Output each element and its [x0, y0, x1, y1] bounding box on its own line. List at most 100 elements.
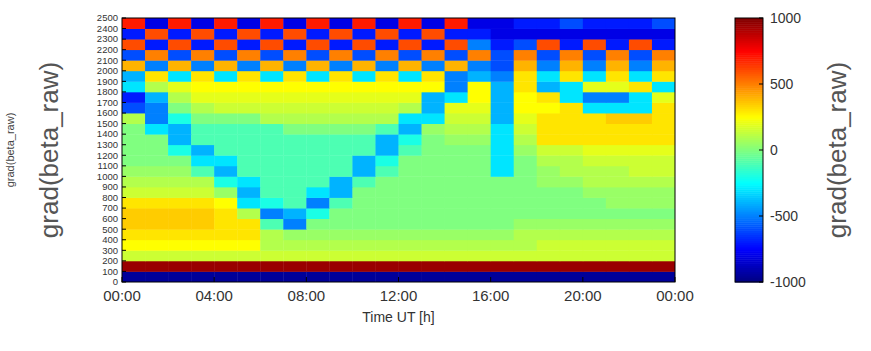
heatmap-cell: [329, 219, 352, 230]
heatmap-cell: [122, 187, 145, 198]
heatmap-cell: [168, 219, 191, 230]
heatmap-cell: [237, 71, 260, 82]
heatmap-cell: [606, 124, 629, 135]
heatmap-cell: [583, 102, 606, 113]
heatmap-cell: [145, 155, 168, 166]
colorbar-tick-label: 0: [770, 142, 778, 158]
x-tick: [214, 277, 215, 282]
heatmap-cell: [168, 102, 191, 113]
heatmap-cell: [468, 198, 491, 209]
heatmap-cell: [537, 271, 560, 282]
plot-frame: [122, 18, 675, 282]
heatmap-cell: [306, 155, 329, 166]
heatmap-cell: [606, 18, 629, 29]
y-tick: [122, 123, 126, 124]
y-tick-label: 1600: [97, 107, 118, 118]
heatmap-cell: [629, 208, 652, 219]
heatmap-cell: [445, 113, 468, 124]
heatmap-cell: [422, 102, 445, 113]
heatmap-cell: [399, 71, 422, 82]
heatmap-cell: [191, 176, 214, 187]
heatmap-cell: [468, 155, 491, 166]
heatmap-cell: [445, 145, 468, 156]
heatmap-cell: [422, 134, 445, 145]
heatmap-cell: [145, 250, 168, 261]
heatmap-cell: [537, 187, 560, 198]
y-tick-label: 1300: [97, 139, 118, 150]
heatmap-cell: [329, 145, 352, 156]
heatmap-cell: [168, 240, 191, 251]
heatmap-cell: [606, 71, 629, 82]
heatmap-cell: [283, 145, 306, 156]
heatmap-cell: [537, 124, 560, 135]
heatmap-cell: [491, 240, 514, 251]
heatmap-cell: [629, 60, 652, 71]
heatmap-cell: [329, 187, 352, 198]
heatmap-cell: [445, 50, 468, 61]
heatmap-cell: [329, 18, 352, 29]
heatmap-cell: [652, 187, 675, 198]
colorbar-tick: [759, 84, 763, 85]
heatmap-cell: [606, 92, 629, 103]
heatmap-cell: [468, 92, 491, 103]
heatmap-cell: [122, 102, 145, 113]
heatmap-cell: [168, 155, 191, 166]
heatmap-cell: [422, 271, 445, 282]
heatmap-cell: [283, 81, 306, 92]
heatmap-cell: [306, 250, 329, 261]
heatmap-cell: [399, 29, 422, 40]
y-tick-label: 2100: [97, 55, 118, 66]
heatmap-cell: [145, 261, 168, 272]
heatmap-cell: [606, 102, 629, 113]
heatmap-cell: [652, 155, 675, 166]
heatmap-cell: [652, 240, 675, 251]
heatmap-cell: [214, 166, 237, 177]
heatmap-cell: [191, 240, 214, 251]
heatmap-cell: [122, 60, 145, 71]
heatmap-cell: [352, 92, 375, 103]
heatmap-cell: [514, 39, 537, 50]
heatmap-cell: [214, 145, 237, 156]
heatmap-cell: [468, 124, 491, 135]
heatmap-cell: [214, 18, 237, 29]
heatmap-cell: [122, 113, 145, 124]
heatmap-cell: [352, 29, 375, 40]
heatmap-cell: [606, 145, 629, 156]
heatmap-cell: [283, 50, 306, 61]
heatmap-cell: [560, 176, 583, 187]
heatmap-cell: [468, 271, 491, 282]
y-tick-label: 1900: [97, 76, 118, 87]
heatmap-cell: [145, 166, 168, 177]
heatmap-cell: [237, 261, 260, 272]
y-tick-label: 1100: [98, 160, 118, 171]
heatmap-cell: [652, 71, 675, 82]
heatmap-cell: [560, 250, 583, 261]
heatmap-cell: [237, 166, 260, 177]
heatmap-cell: [375, 145, 398, 156]
heatmap-cell: [145, 50, 168, 61]
heatmap-cell: [145, 240, 168, 251]
heatmap-cell: [491, 29, 514, 40]
heatmap-cell: [122, 166, 145, 177]
heatmap-cell: [514, 176, 537, 187]
heatmap-cell: [629, 145, 652, 156]
heatmap-cell: [375, 124, 398, 135]
y-tick-label: 1500: [97, 118, 118, 129]
heatmap-cell: [514, 18, 537, 29]
heatmap-cell: [191, 271, 214, 282]
heatmap-cell: [583, 60, 606, 71]
heatmap-cell: [214, 261, 237, 272]
heatmap-cell: [122, 229, 145, 240]
heatmap-cell: [514, 71, 537, 82]
heatmap-cell: [445, 176, 468, 187]
heatmap-cell: [422, 71, 445, 82]
heatmap-cell: [306, 240, 329, 251]
heatmap-cell: [122, 81, 145, 92]
heatmap-cell: [283, 113, 306, 124]
heatmap-cell: [214, 240, 237, 251]
heatmap-cell: [191, 155, 214, 166]
heatmap-cell: [491, 187, 514, 198]
heatmap-cell: [583, 229, 606, 240]
heatmap-cell: [514, 29, 537, 40]
x-tick-label: 16:00: [472, 287, 510, 304]
